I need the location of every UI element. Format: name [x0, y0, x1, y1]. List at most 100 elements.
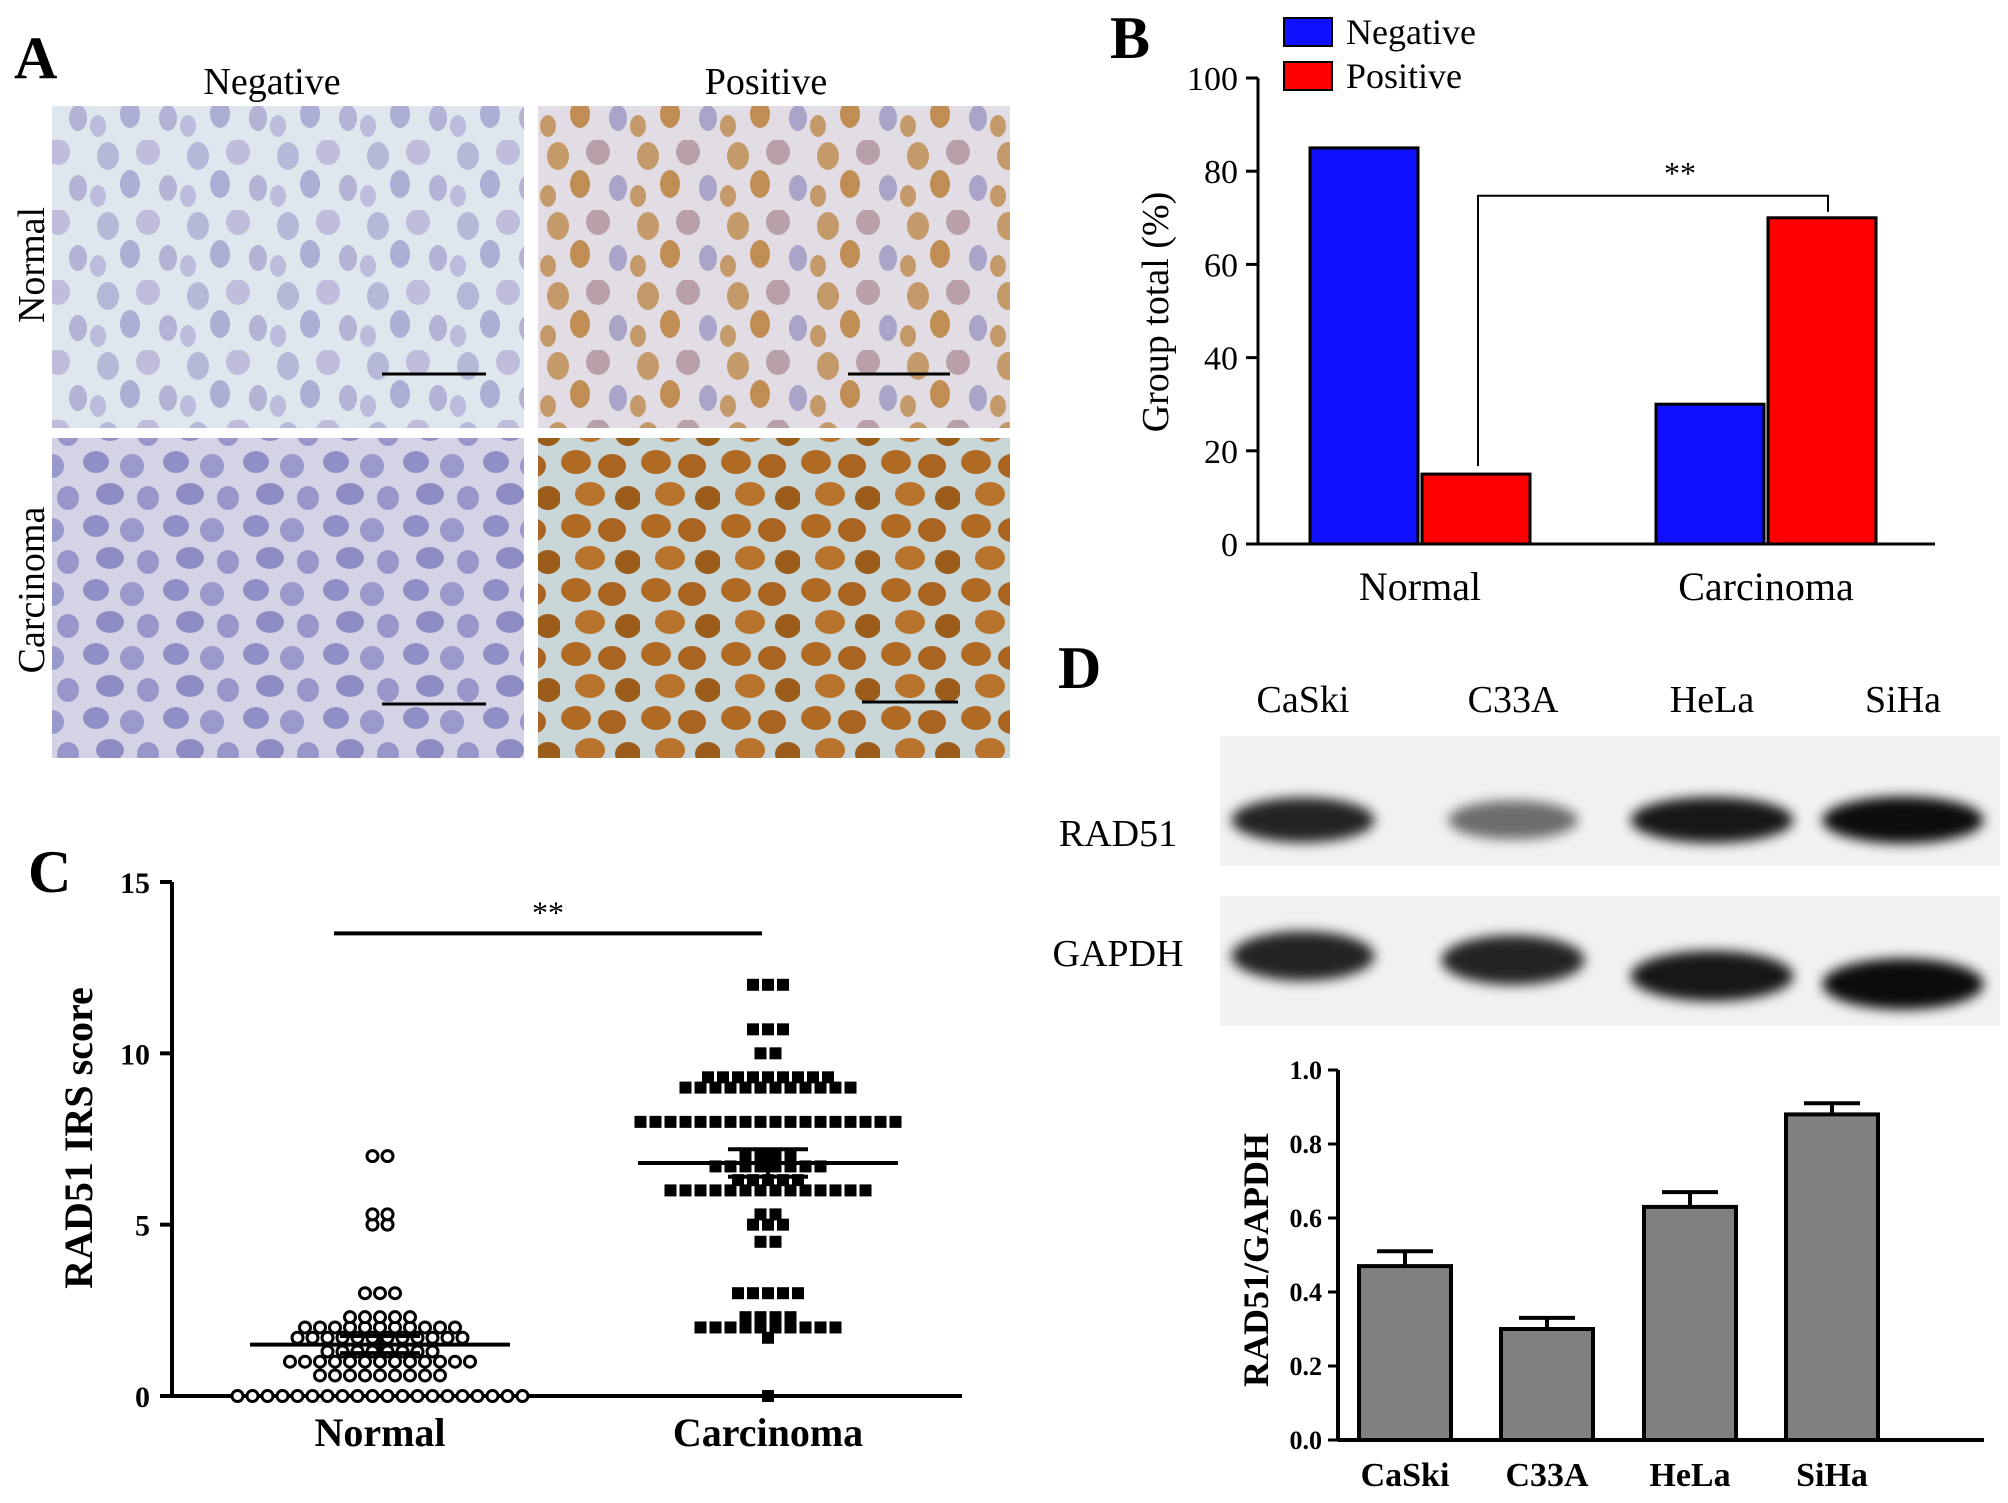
panel-c-y-axis-label: RAD51 IRS score	[56, 987, 101, 1288]
panel-c-point-normal	[298, 1320, 312, 1335]
panel-c-point-normal	[373, 1310, 387, 1325]
panel-c-point-normal	[388, 1310, 402, 1325]
panel-c-point-carcinoma	[762, 1331, 774, 1344]
panel-d-chart: 0.0 0.2 0.4 0.6 0.8 1.0 RAD51/GAPDH CaSki C33A He…	[1236, 1056, 1984, 1494]
panel-c-point-normal	[260, 1389, 275, 1403]
panel-c-point-normal	[358, 1286, 372, 1301]
panel-c-y-tick-label: 0	[135, 1381, 150, 1414]
panel-c-point-normal	[448, 1320, 462, 1335]
panel-c-point-normal	[500, 1389, 515, 1403]
panel-c-point-carcinoma	[784, 1184, 797, 1197]
panel-c-point-carcinoma	[694, 1081, 707, 1094]
panel-c-point-carcinoma	[829, 1321, 842, 1334]
panel-b-legend-swatch	[1283, 61, 1333, 91]
panel-c-point-carcinoma	[754, 1235, 767, 1248]
panel-d-band-gapdh	[1231, 931, 1375, 981]
panel-c-point-carcinoma	[784, 1150, 797, 1163]
panel-c-significance-label: **	[532, 894, 564, 930]
panel-d-y-tick-label: 0.2	[1290, 1352, 1323, 1381]
panel-d-band-rad51	[1630, 797, 1794, 843]
panel-c-point-normal	[365, 1389, 380, 1403]
panel-c-point-carcinoma	[739, 1311, 752, 1324]
panel-c-point-normal	[313, 1320, 327, 1335]
panel-b-legend-label: Positive	[1346, 56, 1462, 96]
panel-b-x-tick-label: Carcinoma	[1678, 564, 1854, 609]
panel-d-band-rad51	[1231, 797, 1375, 843]
panel-c-point-normal	[403, 1368, 417, 1383]
panel-c-point-normal	[365, 1149, 380, 1164]
panel-c-point-carcinoma	[664, 1115, 677, 1128]
micrograph-carcinoma-negative	[52, 438, 524, 758]
panel-b-significance-bracket	[1477, 194, 1829, 467]
panel-c-point-normal	[425, 1330, 440, 1345]
panel-c-point-normal	[433, 1368, 447, 1383]
panel-c-x-tick-label: Carcinoma	[673, 1410, 863, 1455]
panel-c-point-normal	[388, 1354, 402, 1369]
panel-c-point-carcinoma	[792, 1071, 804, 1084]
panel-c-point-carcinoma	[694, 1321, 707, 1334]
panel-d-y-tick-label: 0.8	[1290, 1130, 1323, 1159]
panel-c-point-normal	[448, 1354, 462, 1369]
panel-c-point-carcinoma	[784, 1321, 797, 1334]
panel-c-point-carcinoma	[777, 1218, 789, 1231]
panel-d-band-gapdh	[1822, 958, 1984, 1010]
panel-c-point-carcinoma	[739, 1184, 752, 1197]
panel-d-bar	[1784, 1112, 1880, 1443]
panel-c-point-normal	[440, 1330, 455, 1345]
panel-c-point-carcinoma	[814, 1081, 827, 1094]
panel-c-point-normal	[515, 1389, 530, 1403]
panel-d-lane-label: HeLa	[1670, 679, 1755, 721]
panel-c-point-normal	[388, 1368, 402, 1383]
panel-c-point-carcinoma	[754, 1321, 767, 1334]
panel-c-point-carcinoma	[724, 1115, 737, 1128]
panel-c-point-carcinoma	[874, 1115, 887, 1128]
panel-c-point-carcinoma	[799, 1321, 812, 1334]
panel-b-legend-label: Negative	[1346, 12, 1476, 52]
panel-c-point-carcinoma	[747, 1023, 759, 1036]
panel-b-significance-label: **	[1664, 155, 1696, 191]
panel-d-x-tick-label: SiHa	[1796, 1457, 1868, 1494]
panel-c-point-normal	[395, 1389, 410, 1403]
panel-c-point-carcinoma	[777, 978, 789, 991]
panel-c-point-carcinoma	[724, 1321, 737, 1334]
panel-c-point-normal	[290, 1330, 305, 1345]
panel-d-lane-label: CaSki	[1257, 679, 1350, 721]
panel-b-bar	[1308, 146, 1420, 546]
panel-d-y-tick-label: 0.0	[1290, 1426, 1323, 1455]
panel-c-point-carcinoma	[762, 1287, 774, 1300]
panel-c-point-normal	[320, 1330, 335, 1345]
panel-d-band-rad51	[1822, 796, 1984, 844]
panel-c-point-carcinoma	[822, 1071, 834, 1084]
panel-c-point-normal	[343, 1354, 357, 1369]
panel-c-point-carcinoma	[694, 1115, 707, 1128]
panel-c-point-carcinoma	[769, 1311, 782, 1324]
panel-b-chart: 0 20 40 60 80 100 Group total (%) Normal Carcino…	[1135, 12, 1935, 609]
panel-c-point-carcinoma	[769, 1184, 782, 1197]
panel-c-point-carcinoma	[762, 1023, 774, 1036]
panel-c-point-carcinoma	[754, 1184, 767, 1197]
panel-c-y-tick-label: 10	[120, 1038, 150, 1071]
panel-d-band-label-rad51: RAD51	[1059, 813, 1177, 855]
panel-c-point-carcinoma	[777, 1071, 789, 1084]
panel-d-letter: D	[1058, 635, 1101, 701]
panel-c-point-normal	[433, 1354, 447, 1369]
panel-c-point-normal	[305, 1330, 320, 1345]
panel-d-y-tick-label: 0.4	[1290, 1278, 1323, 1307]
panel-c-point-carcinoma	[724, 1184, 737, 1197]
panel-c-point-carcinoma	[762, 1218, 774, 1231]
panel-c-point-carcinoma	[859, 1115, 872, 1128]
panel-c-point-carcinoma	[769, 1115, 782, 1128]
panel-c-point-carcinoma	[702, 1071, 714, 1084]
panel-c-point-normal	[440, 1389, 455, 1403]
panel-c-point-normal	[418, 1368, 432, 1383]
panel-c-point-carcinoma	[844, 1115, 857, 1128]
panel-c-point-carcinoma	[634, 1115, 647, 1128]
panel-b-bar	[1420, 472, 1532, 546]
panel-d-band-rad51	[1448, 800, 1578, 840]
panel-c-point-carcinoma	[732, 1287, 744, 1300]
panel-c-point-carcinoma	[814, 1184, 827, 1197]
panel-d-western-blot: CaSki C33A HeLa SiHa RAD51 GAPDH	[1053, 679, 2000, 1026]
panel-d-y-tick-label: 1.0	[1290, 1056, 1323, 1085]
panel-a-col-label-positive: Positive	[705, 61, 827, 103]
panel-c-point-carcinoma	[664, 1184, 677, 1197]
